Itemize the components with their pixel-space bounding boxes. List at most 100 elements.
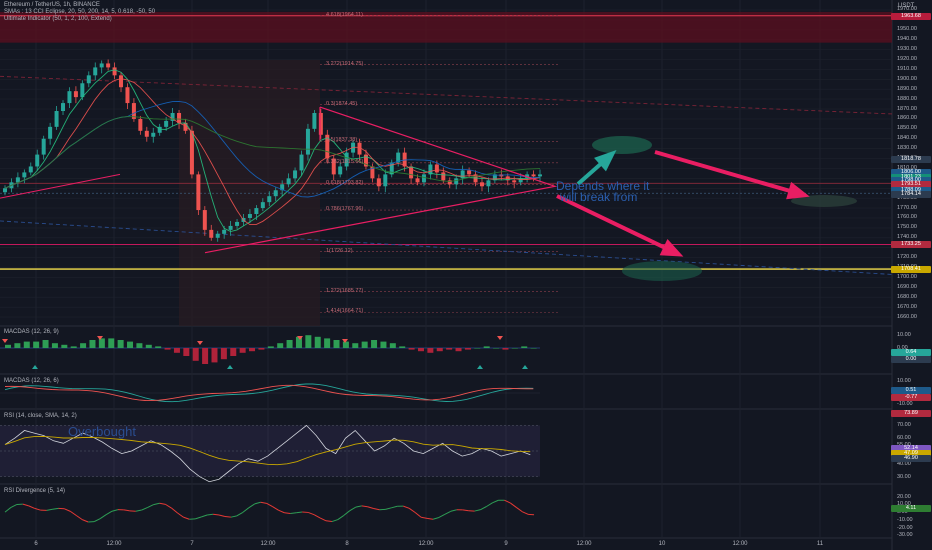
candle-body-56 — [363, 154, 368, 167]
arrow-right-shaft — [654, 150, 805, 197]
macdas1-buy-marker-1 — [227, 365, 233, 369]
rsidiv-seg-83 — [492, 499, 499, 504]
rsidiv-seg-34 — [201, 514, 208, 518]
arrow-down-head — [659, 238, 684, 257]
macdas1-bar-18 — [173, 348, 180, 353]
macdas1-bar-19 — [183, 348, 190, 356]
candle-body-51 — [331, 158, 336, 175]
candle-body-31 — [202, 210, 207, 230]
candle-body-5 — [35, 154, 40, 167]
rsidiv-seg-5 — [28, 505, 35, 509]
macdas1-bar-32 — [305, 335, 312, 348]
candle-body-18 — [119, 75, 124, 88]
rsidiv-seg-12 — [70, 510, 77, 516]
candle-body-45 — [293, 170, 298, 179]
price-tick-label: 1740.00 — [897, 234, 917, 241]
time-axis-label: 12:00 — [260, 541, 276, 547]
dashed-trend-lower — [0, 220, 893, 275]
candle-body-68 — [441, 172, 446, 181]
candle-body-49 — [318, 112, 323, 135]
rsidiv-seg-31 — [183, 516, 190, 520]
time-axis-label: 11 — [816, 541, 824, 547]
macdas1-bar-50 — [474, 348, 481, 349]
macdas1-bar-46 — [436, 348, 443, 352]
rsidiv-seg-44 — [260, 501, 267, 504]
candle-body-60 — [389, 162, 394, 175]
rsidiv-seg-47 — [278, 509, 285, 514]
macdas-2-title[interactable]: MACDAS (12, 26, 6) — [4, 378, 59, 384]
time-axis-label: 10 — [658, 541, 666, 547]
indicator-legend-1[interactable]: SMAs : 13 CCI Eclipse, 20, 50, 200, 14, … — [4, 9, 156, 15]
triangle-pattern — [204, 106, 558, 254]
candle-body-42 — [273, 190, 278, 197]
macdas1-bar-40 — [380, 341, 387, 348]
rsidiv-seg-46 — [272, 506, 279, 511]
rsidiv-seg-55 — [325, 520, 333, 523]
macdas-1-title[interactable]: MACDAS (12, 26, 9) — [4, 329, 59, 335]
price-tag: 1793.51 — [891, 181, 931, 189]
macdas1-bar-21 — [202, 348, 209, 364]
macdas1-bar-22 — [211, 348, 218, 363]
macdas1-bar-30 — [286, 340, 293, 348]
macdas1-bar-53 — [502, 348, 509, 350]
price-tick-label: 1680.00 — [897, 293, 917, 300]
rsidiv-seg-80 — [474, 509, 481, 512]
rsidiv-seg-56 — [331, 519, 339, 523]
macdas1-bar-14 — [136, 343, 143, 348]
indicator-legend-2[interactable]: Ultimate Indicator (50, 1, 2, 100, Exten… — [4, 16, 112, 22]
price-tick-label: 1780.00 — [897, 194, 917, 201]
price-tag: 1733.25 — [891, 240, 931, 248]
rsidiv-seg-48 — [284, 512, 291, 514]
dashed-trend-upper — [0, 75, 893, 115]
rsidiv-seg-14 — [82, 519, 89, 523]
rsi-axis-label: 40.00 — [897, 460, 911, 467]
fib-label: 0.786(1767.96) — [326, 206, 364, 213]
symbol-title[interactable]: Ethereum / TetherUS, 1h, BINANCE — [4, 2, 100, 8]
fib-label: 0.5(1837.38) — [326, 137, 358, 144]
macdas1-tag: 0.00 — [891, 356, 931, 363]
rsidiv-seg-21 — [123, 509, 130, 512]
macdas1-bar-55 — [521, 346, 528, 348]
price-tick-label: 1940.00 — [897, 36, 917, 43]
rsidiv-seg-86 — [509, 502, 517, 508]
macdas1-bar-4 — [42, 340, 49, 348]
macdas1-bar-20 — [192, 348, 199, 361]
macdas1-buy-marker-3 — [522, 365, 528, 369]
candle-body-64 — [415, 178, 420, 183]
candle-body-76 — [492, 174, 497, 181]
price-tick-label: 1860.00 — [897, 115, 917, 122]
fib-label: 1.414(1664.71) — [326, 308, 364, 315]
rsi-title[interactable]: RSI (14, close, SMA, 14, 2) — [4, 413, 77, 419]
fib-label: 1(1726.12) — [326, 247, 353, 254]
macdas1-bar-13 — [127, 341, 134, 348]
rsidiv-seg-81 — [480, 506, 487, 511]
macdas1-axis-label: 0.00 — [897, 345, 908, 351]
moving-average-1 — [4, 78, 541, 226]
macdas2-tag: -0.77 — [891, 394, 931, 401]
rsi-axis-label: 60.00 — [897, 435, 911, 442]
macdas1-sell-marker-0 — [2, 339, 8, 343]
candle-body-10 — [67, 91, 72, 104]
rsidiv-seg-39 — [230, 515, 237, 518]
moving-average-3 — [4, 116, 541, 189]
candle-body-48 — [312, 112, 317, 129]
macdas1-bar-45 — [427, 348, 434, 353]
rsidiv-seg-2 — [10, 504, 18, 508]
macdas1-bar-34 — [324, 338, 331, 348]
macdas1-bar-37 — [352, 343, 359, 348]
macdas1-bar-7 — [70, 346, 77, 348]
candle-body-12 — [80, 83, 85, 98]
macdas1-bar-39 — [371, 340, 378, 348]
candle-body-7 — [48, 126, 53, 139]
macdas1-bar-43 — [408, 348, 415, 350]
rsidiv-seg-49 — [290, 512, 297, 514]
rsidiv-seg-53 — [313, 514, 321, 519]
rsidiv-axis-label: 10.00 — [897, 501, 911, 508]
macdas1-bar-3 — [33, 341, 40, 348]
macdas1-bar-52 — [493, 348, 500, 349]
annotation-line-1: Depends where it — [556, 179, 650, 193]
candle-body-67 — [434, 164, 439, 173]
rsi-divergence-title[interactable]: RSI Divergence (5, 14) — [4, 488, 66, 494]
candle-body-71 — [460, 170, 465, 179]
